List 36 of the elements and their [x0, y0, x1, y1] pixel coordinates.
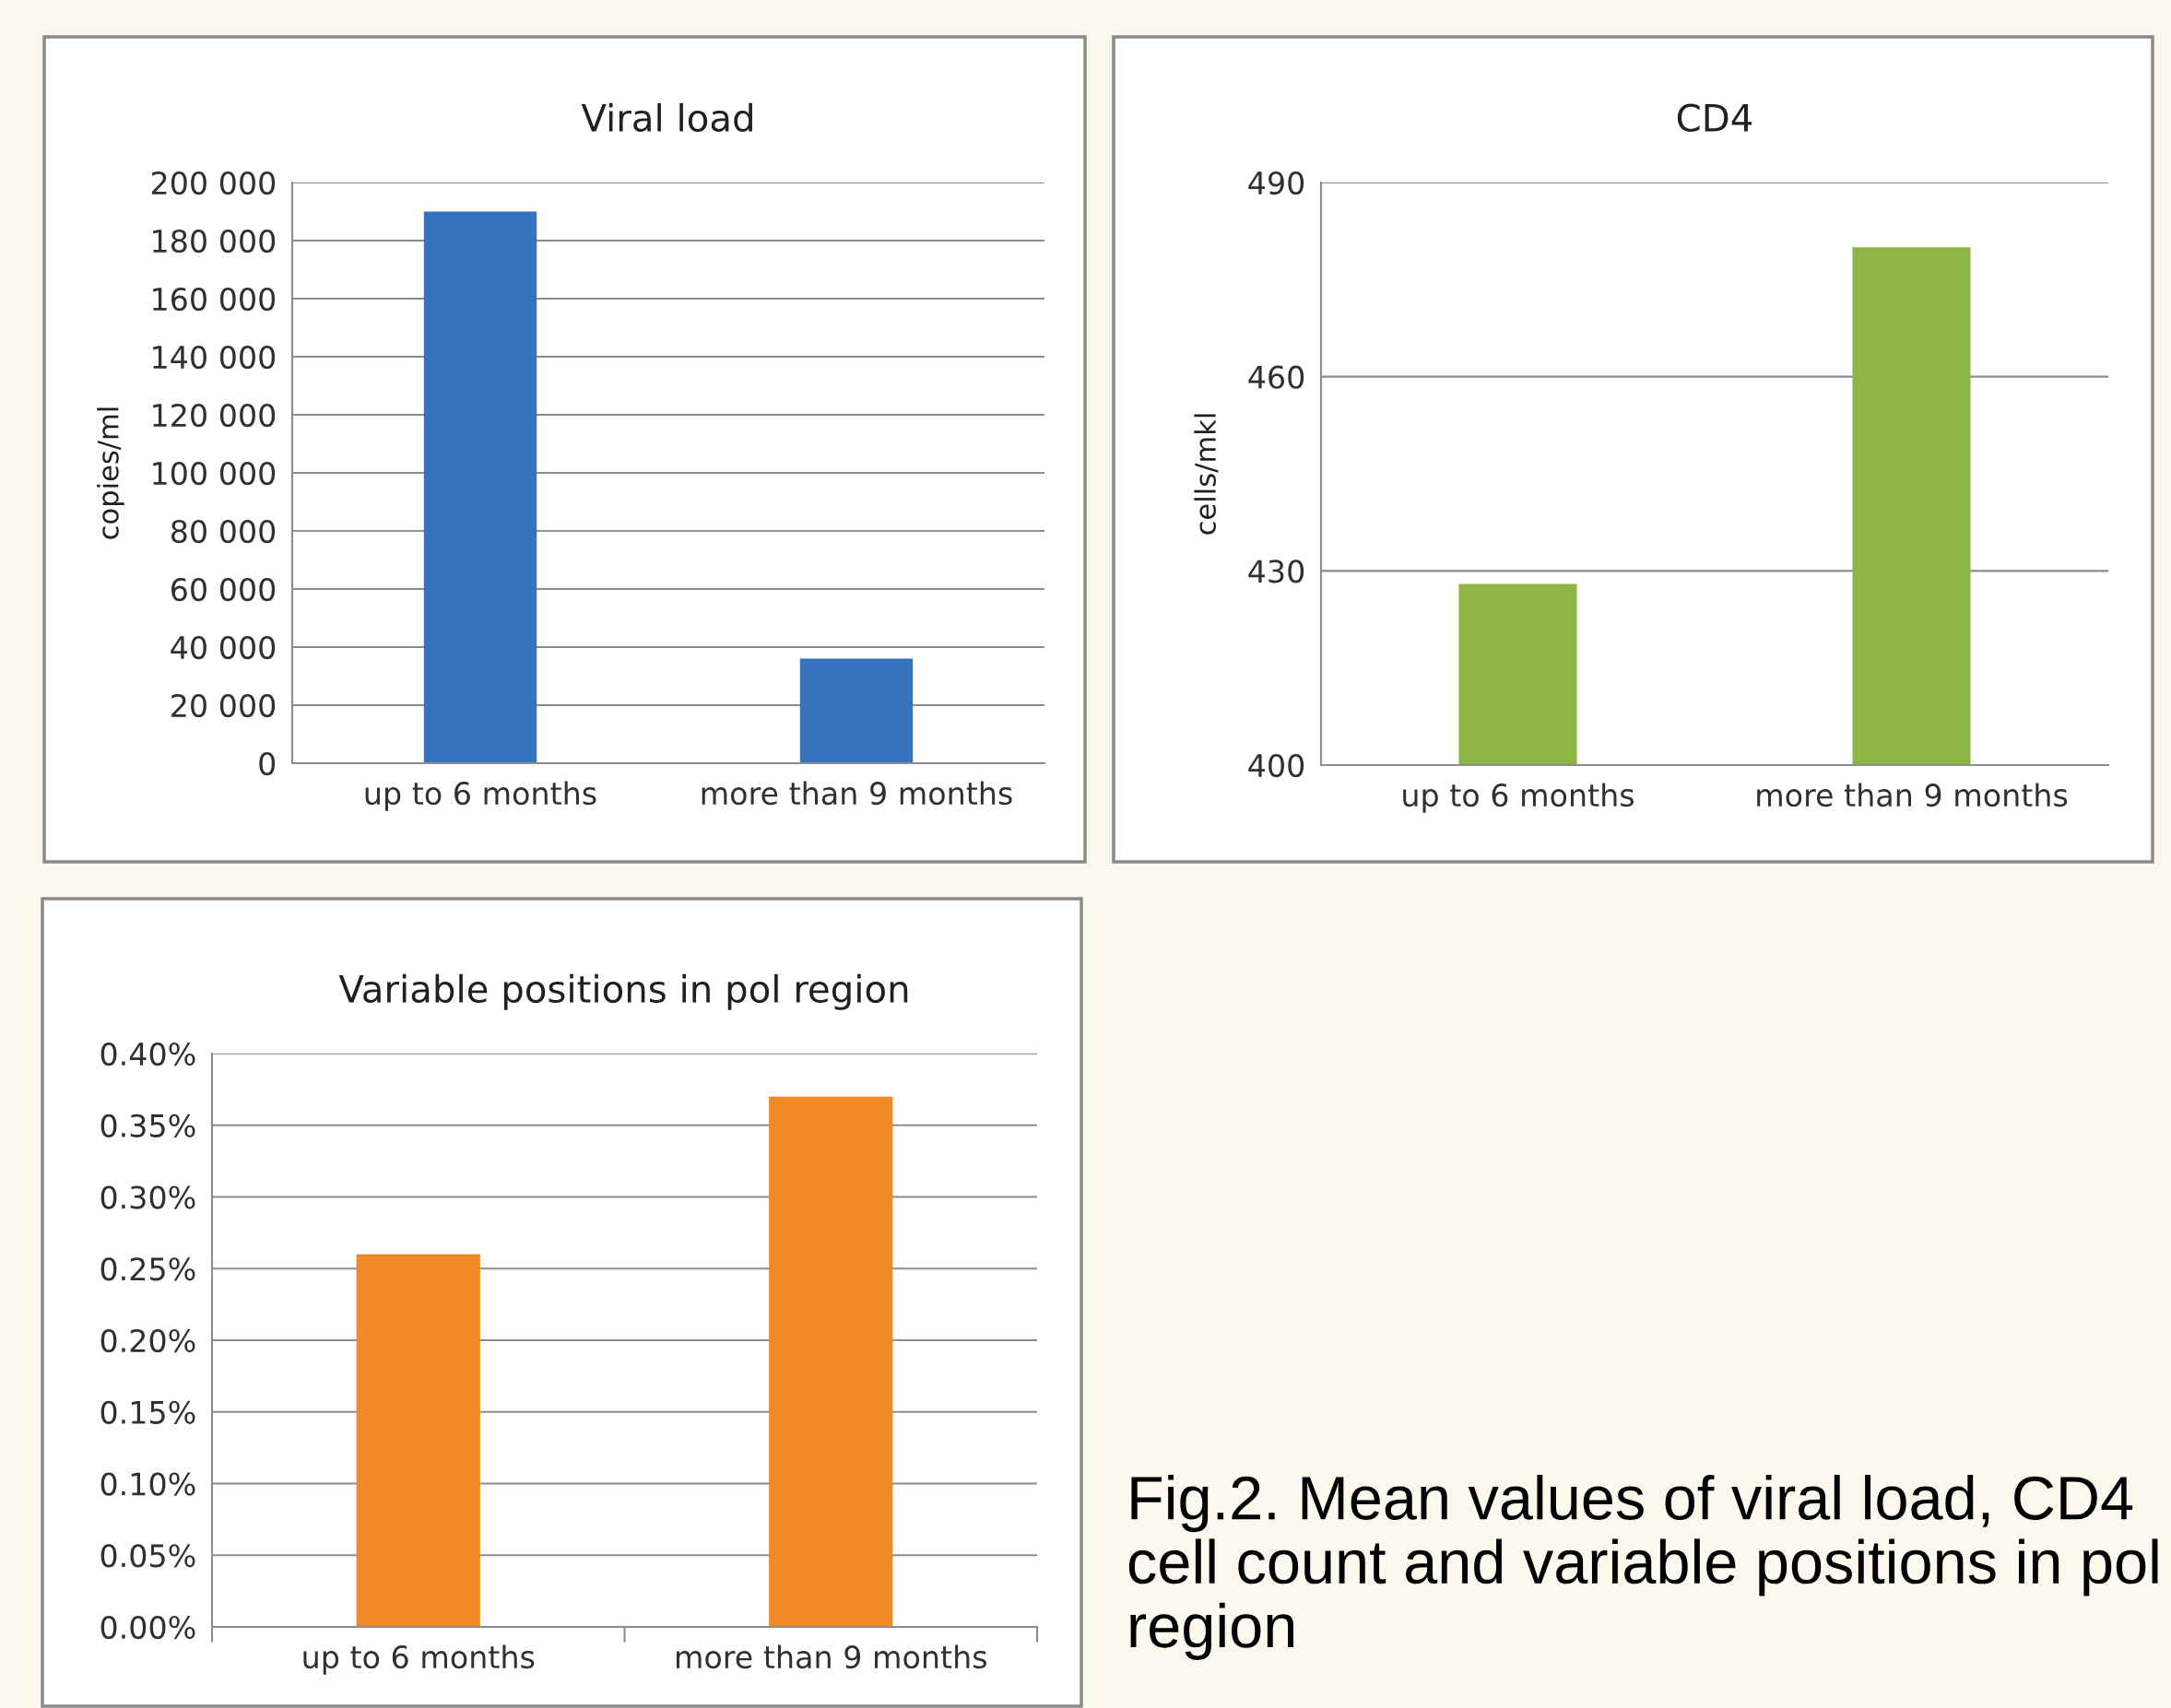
chart-title: CD4: [1677, 103, 1752, 133]
x-tick-label: more than 9 months: [1757, 783, 2068, 807]
x-tick-label: more than 9 months: [702, 781, 1012, 806]
x-tick-label: up to 6 months: [303, 1644, 535, 1675]
caption: Fig.2. Mean values of viral load, CD4 cell count and variable positions in pol region: [1128, 1475, 2158, 1660]
x-tick-label: up to 6 months: [365, 781, 596, 811]
y-tick-label: 400: [1248, 753, 1304, 778]
y-tick-label: 60 000: [171, 577, 276, 602]
y-tick-label: 80 000: [171, 519, 276, 544]
x-tick-label: more than 9 months: [676, 1644, 986, 1669]
y-tick-label: 120 000: [153, 403, 276, 428]
y-tick-label: 0: [259, 751, 276, 776]
y-tick-label: 140 000: [153, 345, 276, 370]
y-tick-label: 0.20%: [100, 1328, 195, 1353]
y-tick-label: 0.15%: [100, 1400, 195, 1424]
y-tick-label: 460: [1248, 365, 1304, 389]
y-tick-label: 0.25%: [100, 1257, 195, 1281]
chart-title: Viral load: [581, 102, 752, 133]
y-tick-label: 0.10%: [100, 1472, 195, 1496]
y-tick-label: 0.35%: [100, 1113, 195, 1137]
y-tick-label: 20 000: [171, 693, 276, 718]
y-tick-label: 0.30%: [100, 1185, 195, 1209]
y-tick-label: 180 000: [153, 229, 276, 253]
x-tick-label: up to 6 months: [1403, 783, 1634, 813]
y-tick-label: 430: [1248, 560, 1304, 583]
y-tick-label: 0.05%: [100, 1544, 195, 1568]
chart-title: Variable positions in pol region: [338, 973, 908, 1010]
y-tick-label: 200 000: [151, 171, 276, 195]
y-tick-label: 40 000: [171, 635, 276, 660]
y-tick-label: 160 000: [153, 287, 276, 312]
y-axis-title: copies/ml: [97, 407, 124, 539]
y-tick-label: 490: [1248, 171, 1304, 195]
y-tick-label: 0.40%: [100, 1042, 195, 1066]
y-axis-title: cells/mkl: [1194, 414, 1219, 535]
y-tick-label: 100 000: [153, 461, 276, 486]
y-tick-label: 0.00%: [100, 1615, 195, 1640]
